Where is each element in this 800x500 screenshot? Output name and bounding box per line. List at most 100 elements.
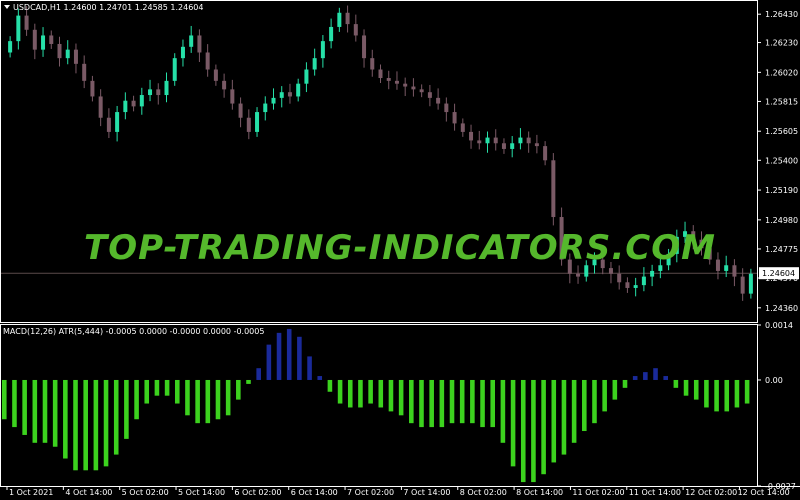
macd-bar [439, 379, 445, 428]
candle-body [543, 146, 548, 161]
candle-body [386, 78, 391, 81]
candle-body [378, 69, 383, 79]
macd-histogram [2, 328, 750, 483]
macd-bar [195, 379, 200, 424]
candle-body [444, 103, 449, 113]
candle-body [16, 15, 21, 42]
candle-body [666, 253, 671, 266]
candle-body [460, 123, 465, 132]
macd-tick-label: 0.0014 [765, 321, 793, 330]
indicator-header: MACD(12,26) ATR(5,444) -0.0005 0.0000 -0… [3, 327, 264, 336]
candle-body [115, 112, 120, 132]
macd-bar [541, 379, 546, 475]
candle-body [658, 265, 663, 271]
candle-body [337, 12, 342, 27]
candle-body [287, 92, 292, 97]
candle-body [345, 12, 350, 25]
time-tick-label: 5 Oct 14:00 [178, 488, 225, 497]
candle-body [600, 259, 605, 269]
candle-body [650, 270, 655, 277]
candle-body [98, 96, 103, 118]
macd-bar [409, 379, 414, 424]
candle-body [263, 103, 268, 113]
candle-body [123, 100, 128, 113]
macd-bar [602, 379, 607, 412]
candle-body [576, 273, 581, 277]
macd-bar [714, 379, 719, 412]
candle-body [493, 137, 498, 144]
macd-bar [113, 379, 119, 455]
macd-bar [724, 379, 730, 412]
macd-bar [459, 379, 465, 424]
candle-body [427, 92, 432, 98]
macd-bar [500, 379, 506, 443]
candle-body [320, 41, 325, 59]
candle-body [296, 83, 301, 97]
price-tick-label: 1.24980 [765, 216, 798, 225]
macd-tick-label: 0.00 [765, 376, 783, 385]
macd-bar [225, 379, 231, 416]
time-tick-label: 6 Oct 14:00 [291, 488, 338, 497]
candle-body [715, 259, 720, 271]
macd-bar [317, 376, 323, 380]
macd-bar [744, 379, 750, 404]
candle-body [279, 92, 284, 98]
candle-body [230, 89, 235, 104]
macd-bar [327, 379, 333, 392]
macd-bar [480, 379, 485, 428]
current-price-label: 1.24604 [762, 269, 795, 278]
candle-body [683, 231, 688, 237]
candle-body [73, 49, 78, 64]
macd-bar [449, 379, 455, 424]
candle-body [8, 41, 13, 53]
candle-body [699, 239, 704, 249]
current-price-tag [759, 267, 799, 280]
candle-body [518, 137, 523, 144]
macd-bar [154, 379, 160, 396]
macd-bar [93, 379, 99, 471]
candle-body [329, 26, 334, 42]
candle-body [148, 89, 153, 96]
macd-bar [470, 379, 475, 424]
macd-bar [73, 379, 78, 471]
candle-body [452, 112, 457, 124]
macd-bar [531, 379, 536, 483]
candle-body [485, 137, 490, 144]
candle-body [353, 24, 358, 36]
candle-body [436, 97, 441, 104]
candle-body [255, 112, 260, 132]
candle-body [608, 268, 613, 274]
candle-body [49, 35, 54, 44]
candle-body [304, 69, 309, 84]
macd-bar [297, 336, 302, 380]
macd-bar [337, 379, 343, 404]
macd-bar [398, 379, 404, 416]
macd-bar [683, 379, 689, 396]
candle-body [82, 63, 87, 81]
macd-bar [704, 379, 709, 408]
candle-body [641, 276, 646, 286]
candle-body [139, 95, 144, 107]
macd-bar [276, 332, 282, 380]
macd-bar [63, 379, 68, 459]
time-tick-label: 11 Oct 14:00 [629, 488, 681, 497]
macd-bar [388, 379, 394, 412]
time-tick-label: 4 Oct 14:00 [65, 488, 112, 497]
candle-body [707, 248, 712, 260]
macd-bar [368, 379, 373, 404]
candle-body [205, 52, 210, 70]
macd-bar [632, 376, 638, 380]
candle-body [238, 103, 243, 118]
candle-body [551, 160, 556, 218]
candle-body [24, 15, 29, 30]
macd-bar [419, 379, 424, 428]
dropdown-arrow-icon[interactable] [4, 5, 10, 9]
time-tick-label: 7 Oct 14:00 [403, 488, 450, 497]
macd-bar [561, 379, 567, 455]
candle-body [106, 117, 111, 132]
candle-body [691, 231, 696, 240]
macd-bar [582, 379, 587, 432]
candle-body [164, 80, 169, 96]
